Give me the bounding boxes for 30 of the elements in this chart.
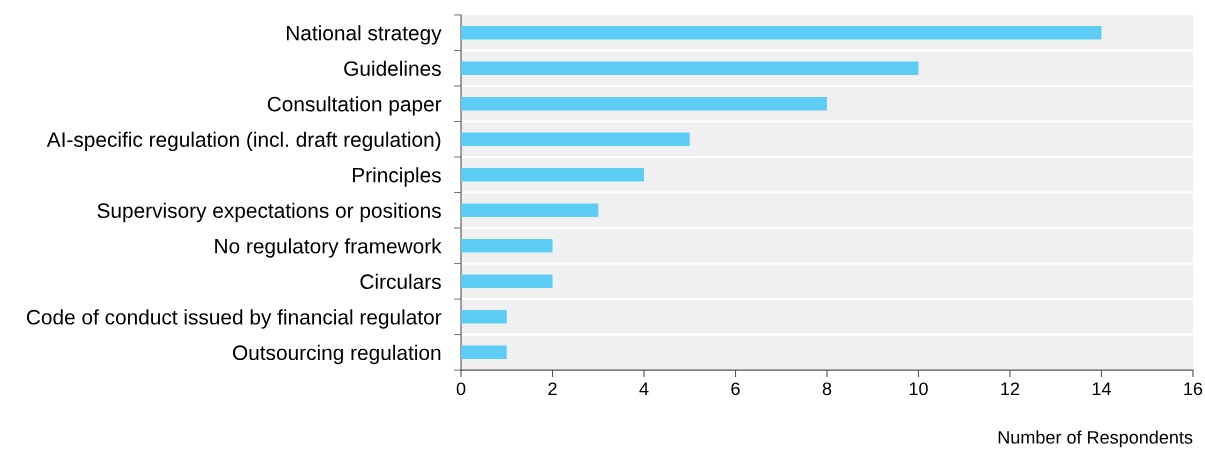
y-tick-label: National strategy bbox=[286, 25, 442, 45]
bar bbox=[461, 239, 553, 253]
x-tick-label: 2 bbox=[548, 382, 557, 395]
y-tick-label: AI-specific regulation (incl. draft regulation) bbox=[46, 131, 441, 152]
x-tick-label: 12 bbox=[1001, 382, 1020, 395]
bar bbox=[461, 345, 507, 360]
bar bbox=[461, 274, 553, 289]
bar bbox=[461, 96, 827, 111]
y-tick-label: Consultation paper bbox=[267, 96, 442, 116]
bar bbox=[461, 61, 919, 75]
y-tick-label: Guidelines bbox=[344, 60, 441, 76]
y-tick-label: No regulatory framework bbox=[215, 238, 442, 258]
x-axis-title: Number of Respondents bbox=[998, 430, 1193, 448]
bar bbox=[461, 310, 507, 324]
x-tick-label: 4 bbox=[639, 382, 649, 395]
x-tick-label: 16 bbox=[1184, 382, 1203, 396]
x-tick-label: 14 bbox=[1092, 382, 1111, 395]
x-tick-label: 8 bbox=[822, 382, 832, 396]
bar bbox=[461, 168, 645, 182]
y-tick-label: Supervisory expectations or positions bbox=[97, 202, 441, 223]
x-tick-label: 0 bbox=[456, 382, 466, 396]
y-tick-label: Outsourcing regulation bbox=[232, 344, 441, 365]
x-tick-label: 10 bbox=[909, 382, 928, 396]
y-tick-label: Circulars bbox=[360, 273, 441, 290]
bar bbox=[461, 132, 690, 146]
bar bbox=[461, 203, 599, 218]
x-tick-label: 6 bbox=[731, 382, 740, 396]
y-tick-label: Code of conduct issued by financial regulator bbox=[26, 309, 442, 329]
bar bbox=[461, 25, 1102, 40]
y-tick-label: Principles bbox=[352, 167, 441, 187]
